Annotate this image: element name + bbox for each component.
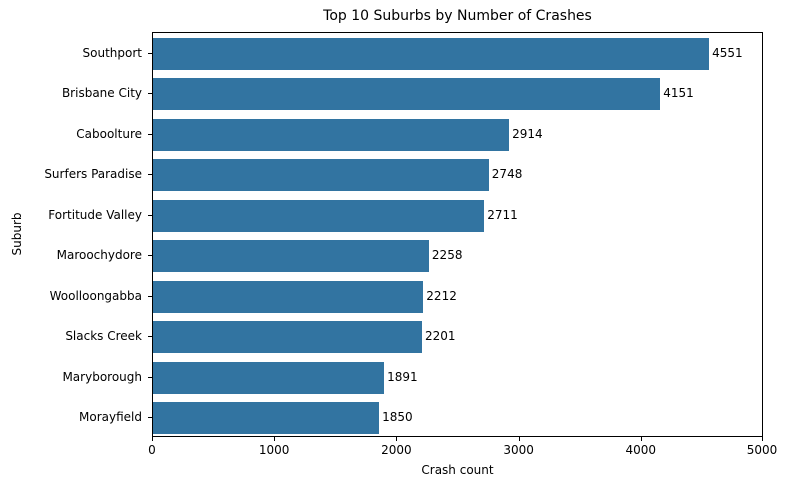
x-tick: [396, 437, 398, 441]
x-tick-label: 5000: [746, 443, 778, 457]
data-label: 1891: [387, 369, 418, 384]
bar: [153, 37, 710, 70]
y-tick: [148, 255, 152, 256]
x-tick-label: 4000: [625, 443, 657, 457]
y-tick: [148, 133, 152, 135]
bar: [153, 159, 489, 191]
y-axis-title: Suburb: [10, 212, 24, 256]
x-tick: [640, 437, 642, 441]
y-tick-label: Slacks Creek: [65, 329, 142, 343]
data-label: 2748: [491, 167, 523, 181]
bar: [153, 78, 661, 110]
x-tick-label: 1000: [258, 443, 290, 457]
data-label: 2212: [426, 288, 457, 303]
y-tick-label: Maryborough: [62, 369, 142, 384]
y-tick-label: Surfers Paradise: [44, 167, 142, 181]
y-tick: [148, 295, 152, 297]
y-tick: [148, 214, 152, 216]
y-tick-label: Woolloongabba: [49, 288, 142, 303]
y-tick-label: Fortitude Valley: [48, 207, 142, 222]
plot-area: [152, 32, 763, 437]
x-tick: [518, 437, 520, 441]
x-tick-label: 2000: [381, 443, 412, 457]
data-label: 2258: [431, 248, 463, 262]
data-label: 4551: [712, 45, 743, 60]
y-tick: [148, 52, 152, 54]
chart-title: Top 10 Suburbs by Number of Crashes: [323, 8, 592, 24]
y-tick: [148, 336, 152, 337]
data-label: 2914: [512, 126, 543, 141]
bar: [153, 118, 510, 151]
y-tick: [148, 376, 152, 378]
x-axis-title: Crash count: [421, 463, 494, 477]
x-tick: [762, 437, 763, 441]
data-label: 1850: [382, 410, 413, 424]
y-tick-label: Caboolture: [76, 126, 142, 141]
data-label: 2201: [424, 329, 456, 343]
y-tick: [148, 93, 152, 94]
x-tick-label: 3000: [503, 443, 534, 457]
y-tick-label: Southport: [82, 45, 142, 60]
data-label: 2711: [487, 207, 518, 222]
x-tick: [152, 437, 153, 441]
y-tick: [148, 174, 152, 175]
y-tick: [148, 417, 152, 418]
y-tick-label: Maroochydore: [56, 248, 142, 262]
data-label: 4151: [663, 86, 694, 100]
bar: [153, 199, 485, 232]
x-tick-label: 0: [148, 443, 156, 457]
x-tick: [274, 437, 276, 441]
bar: [153, 402, 380, 434]
y-tick-label: Morayfield: [79, 410, 142, 424]
bar: [153, 361, 385, 394]
bar: [153, 240, 429, 272]
bar: [153, 280, 424, 313]
y-tick-label: Brisbane City: [61, 86, 142, 100]
bar: [153, 321, 422, 353]
